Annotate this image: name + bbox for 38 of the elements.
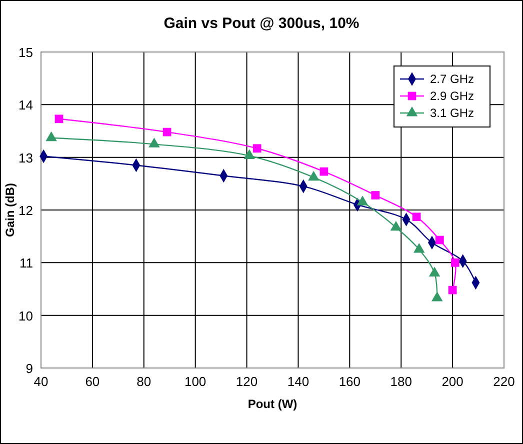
y-tick-label: 14 <box>18 98 33 113</box>
point <box>320 167 328 176</box>
x-tick-label: 60 <box>85 374 100 389</box>
legend-label: 2.9 GHz <box>430 89 474 103</box>
x-tick-label: 220 <box>493 374 515 389</box>
y-tick-label: 9 <box>26 361 33 376</box>
point <box>371 191 380 200</box>
chart-title: Gain vs Pout @ 300us, 10% <box>164 15 360 32</box>
point <box>54 114 64 124</box>
y-axis-title: Gain (dB) <box>3 183 17 237</box>
point <box>448 286 457 294</box>
point <box>162 128 172 136</box>
x-tick-label: 40 <box>34 374 48 389</box>
y-tick-label: 15 <box>18 45 33 60</box>
x-axis-title: Pout (W) <box>248 397 298 411</box>
y-tick-label: 11 <box>20 256 33 271</box>
x-tick-label: 200 <box>442 374 464 389</box>
point <box>436 236 444 244</box>
legend-label: 2.7 GHz <box>430 72 474 86</box>
x-tick-label: 120 <box>236 374 258 389</box>
legend-label: 3.1 GHz <box>430 106 474 120</box>
x-tick-label: 140 <box>287 374 310 389</box>
point <box>356 196 368 206</box>
point <box>46 131 57 142</box>
point <box>148 138 160 148</box>
x-tick-label: 100 <box>184 374 206 389</box>
y-tick-label: 12 <box>18 203 33 218</box>
point <box>450 258 460 267</box>
x-tick-label: 180 <box>390 374 412 389</box>
x-tick-label: 80 <box>136 374 152 389</box>
point <box>252 144 262 153</box>
point <box>390 220 402 231</box>
point <box>244 149 255 160</box>
point <box>412 212 421 222</box>
point <box>308 170 320 181</box>
x-tick-label: 160 <box>338 374 361 389</box>
y-tick-label: 13 <box>18 150 33 166</box>
y-tick-label: 10 <box>18 308 33 324</box>
